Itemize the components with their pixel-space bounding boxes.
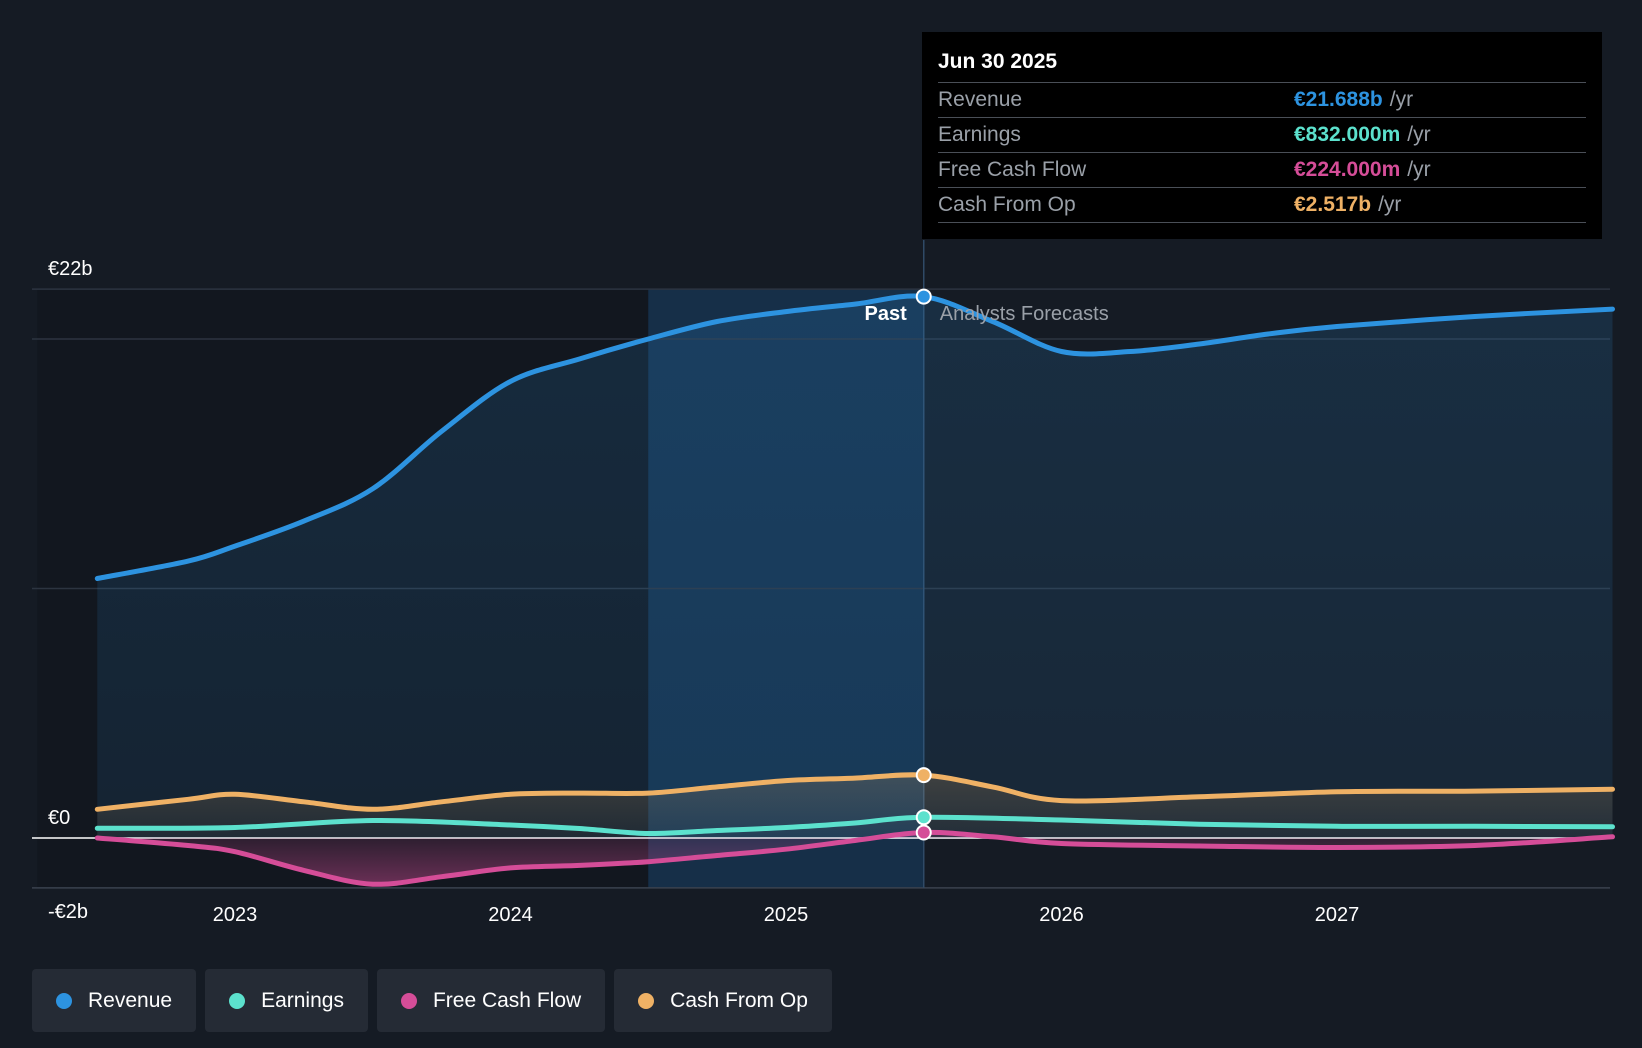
x-tick-label: 2024 [488,904,533,926]
earnings-marker [915,809,932,826]
earnings-line [94,814,1615,837]
tooltip-unit: /yr [1389,88,1414,111]
x-tick-label: 2026 [1039,904,1084,926]
y-axis-label: €0 [48,807,70,829]
tooltip-unit: /yr [1407,123,1431,146]
past-label: Past [865,303,908,325]
legend-item-cash-from-op[interactable]: Cash From Op [614,969,832,1032]
tooltip-label: Revenue [938,88,1023,111]
chart-area: €22b €0 -€2b 2023 2024 2025 2026 2027 Past Analys… [32,240,1615,926]
tooltip-value: €2.517b [1294,193,1372,216]
revenue-marker [915,288,932,305]
cash-from-op-dot-icon [638,992,655,1009]
tooltip-value: €224.000m [1294,158,1401,181]
legend-item-revenue[interactable]: Revenue [32,969,197,1032]
tooltip-label: Cash From Op [938,193,1076,216]
y-axis-label: -€2b [48,901,88,923]
x-tick-label: 2023 [213,904,258,926]
tooltip-row-revenue: Revenue €21.688b /yr [938,82,1586,117]
revenue-area [97,295,1613,839]
tooltip: Jun 30 2025 Revenue €21.688b /yr Earning… [922,32,1602,239]
free-cash-flow-marker [915,824,932,841]
legend-label: Revenue [88,988,173,1012]
tooltip-unit: /yr [1407,158,1431,181]
cash-from-op-line [94,772,1615,812]
free-cash-flow-line [94,829,1615,887]
legend-item-free-cash-flow[interactable]: Free Cash Flow [376,969,606,1032]
cash-from-op-marker [915,767,932,784]
earnings-dot-icon [229,992,246,1009]
free-cash-flow-dot-icon [400,992,417,1009]
x-tick-label: 2027 [1315,904,1360,926]
legend-label: Cash From Op [670,988,808,1012]
tooltip-row-earnings: Earnings €832.000m /yr [938,117,1586,152]
tooltip-value: €21.688b [1294,88,1383,111]
tooltip-row-cash-from-op: Cash From Op €2.517b /yr [938,187,1586,223]
tooltip-value: €832.000m [1294,123,1401,146]
revenue-line [94,293,1615,581]
legend-item-earnings[interactable]: Earnings [205,969,368,1032]
y-axis-label: €22b [48,258,93,280]
revenue-dot-icon [56,992,72,1009]
forecast-label: Analysts Forecasts [940,303,1109,325]
legend-label: Earnings [261,988,344,1012]
legend: Revenue Earnings Free Cash Flow Cash Fro… [32,969,832,1032]
tooltip-date: Jun 30 2025 [938,50,1058,73]
tooltip-label: Free Cash Flow [938,158,1087,181]
x-tick-label: 2025 [764,904,809,926]
tooltip-unit: /yr [1378,193,1402,216]
tooltip-label: Earnings [938,123,1021,146]
legend-label: Free Cash Flow [432,988,582,1012]
tooltip-row-free-cash-flow: Free Cash Flow €224.000m /yr [938,152,1586,187]
